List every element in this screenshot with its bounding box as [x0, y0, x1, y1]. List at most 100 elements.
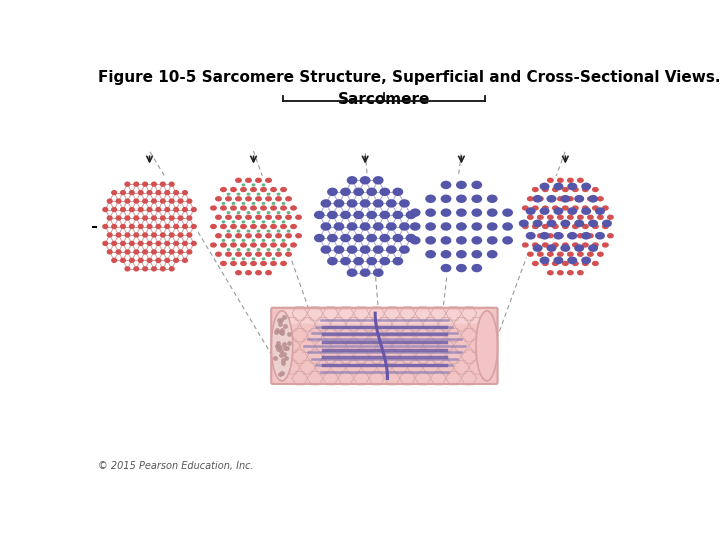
Ellipse shape — [275, 214, 282, 220]
Ellipse shape — [125, 181, 130, 187]
Ellipse shape — [235, 196, 242, 201]
Ellipse shape — [235, 270, 242, 275]
Ellipse shape — [107, 215, 113, 221]
Ellipse shape — [115, 249, 122, 254]
Ellipse shape — [572, 187, 579, 192]
Ellipse shape — [366, 234, 377, 242]
Ellipse shape — [456, 208, 467, 217]
Ellipse shape — [164, 258, 171, 263]
Ellipse shape — [125, 266, 130, 272]
Ellipse shape — [597, 214, 604, 220]
Ellipse shape — [527, 196, 534, 201]
Ellipse shape — [314, 211, 325, 219]
Ellipse shape — [142, 232, 148, 238]
Ellipse shape — [562, 242, 569, 248]
Ellipse shape — [577, 196, 584, 201]
Ellipse shape — [354, 234, 364, 242]
Ellipse shape — [146, 207, 153, 212]
Ellipse shape — [151, 198, 157, 204]
Ellipse shape — [333, 222, 344, 231]
Ellipse shape — [164, 207, 171, 212]
Ellipse shape — [120, 224, 126, 229]
Ellipse shape — [567, 233, 574, 239]
Ellipse shape — [532, 224, 539, 229]
Ellipse shape — [441, 250, 451, 259]
Ellipse shape — [346, 245, 357, 254]
Ellipse shape — [246, 211, 251, 214]
Ellipse shape — [125, 198, 130, 204]
Ellipse shape — [160, 266, 166, 272]
Ellipse shape — [111, 190, 117, 195]
Ellipse shape — [242, 202, 246, 205]
Ellipse shape — [577, 178, 584, 183]
Ellipse shape — [237, 230, 240, 233]
Ellipse shape — [441, 264, 451, 272]
Ellipse shape — [168, 232, 175, 238]
Ellipse shape — [276, 193, 281, 195]
Ellipse shape — [265, 252, 272, 257]
Ellipse shape — [327, 234, 338, 242]
Ellipse shape — [245, 196, 252, 201]
Ellipse shape — [133, 198, 140, 204]
Ellipse shape — [539, 183, 549, 190]
Ellipse shape — [250, 224, 257, 229]
Ellipse shape — [582, 242, 589, 248]
Ellipse shape — [472, 264, 482, 272]
Ellipse shape — [592, 242, 599, 248]
Ellipse shape — [232, 239, 235, 242]
Ellipse shape — [271, 202, 276, 205]
Ellipse shape — [295, 214, 302, 220]
Text: © 2015 Pearson Education, Inc.: © 2015 Pearson Education, Inc. — [98, 461, 253, 471]
Ellipse shape — [503, 236, 513, 245]
Ellipse shape — [156, 207, 161, 212]
Ellipse shape — [567, 207, 577, 215]
Ellipse shape — [592, 205, 599, 211]
Ellipse shape — [227, 230, 230, 233]
Ellipse shape — [366, 211, 377, 219]
Ellipse shape — [125, 249, 130, 254]
Ellipse shape — [373, 176, 384, 185]
Ellipse shape — [552, 205, 559, 211]
Ellipse shape — [546, 195, 557, 202]
Ellipse shape — [532, 205, 539, 211]
Ellipse shape — [271, 220, 276, 224]
Ellipse shape — [255, 196, 262, 201]
Ellipse shape — [256, 230, 261, 233]
Ellipse shape — [111, 207, 117, 212]
Ellipse shape — [256, 193, 261, 195]
Ellipse shape — [151, 215, 157, 221]
Ellipse shape — [532, 261, 539, 266]
Ellipse shape — [426, 194, 436, 203]
Ellipse shape — [282, 202, 285, 205]
Ellipse shape — [426, 236, 436, 245]
Ellipse shape — [285, 233, 292, 239]
Ellipse shape — [582, 205, 589, 211]
Ellipse shape — [441, 181, 451, 189]
Ellipse shape — [392, 257, 403, 265]
Ellipse shape — [522, 205, 528, 211]
Ellipse shape — [266, 248, 271, 251]
Ellipse shape — [260, 205, 267, 211]
Ellipse shape — [164, 241, 171, 246]
Ellipse shape — [354, 211, 364, 219]
Ellipse shape — [138, 190, 144, 195]
Ellipse shape — [235, 214, 242, 220]
Ellipse shape — [503, 208, 513, 217]
Ellipse shape — [182, 241, 188, 246]
Ellipse shape — [261, 220, 266, 224]
Ellipse shape — [276, 211, 281, 214]
Ellipse shape — [133, 266, 140, 272]
Ellipse shape — [410, 236, 420, 245]
Ellipse shape — [582, 187, 589, 192]
Ellipse shape — [542, 205, 549, 211]
Ellipse shape — [275, 252, 282, 257]
Ellipse shape — [472, 181, 482, 189]
Ellipse shape — [410, 222, 420, 231]
Ellipse shape — [360, 268, 371, 277]
Ellipse shape — [251, 184, 256, 186]
Ellipse shape — [567, 232, 577, 240]
Ellipse shape — [146, 190, 153, 195]
Ellipse shape — [129, 258, 135, 263]
Ellipse shape — [120, 258, 126, 263]
Ellipse shape — [246, 193, 251, 195]
